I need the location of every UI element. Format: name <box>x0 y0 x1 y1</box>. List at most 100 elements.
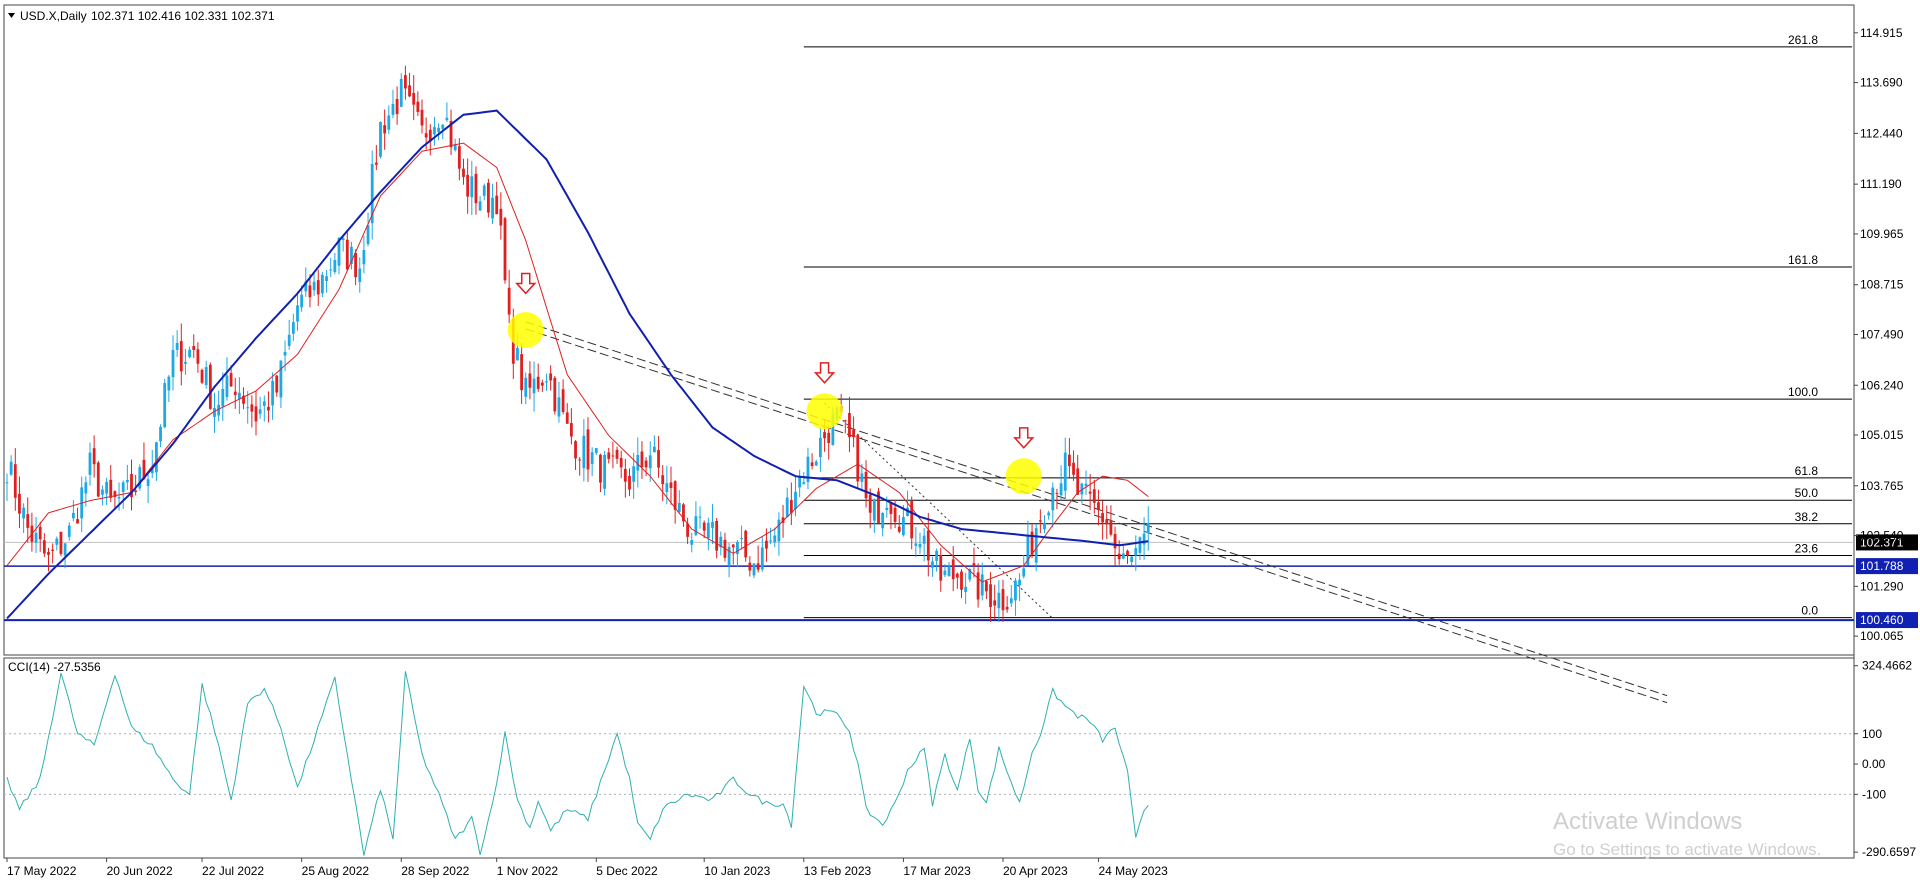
candle-body <box>138 467 142 489</box>
candle-body <box>22 507 25 519</box>
collapse-triangle-icon[interactable] <box>8 13 15 18</box>
candle-body <box>1130 556 1134 563</box>
candle-body <box>51 549 55 551</box>
candle-body <box>146 479 150 487</box>
candle-body <box>96 462 100 497</box>
candle-body <box>561 389 565 413</box>
candle-body <box>997 592 1001 609</box>
candle-body <box>603 454 606 489</box>
time-tick-label: 5 Dec 2022 <box>596 864 658 878</box>
candle-body <box>964 586 968 593</box>
candle-body <box>719 536 723 548</box>
candle-body <box>487 182 490 213</box>
candle-body <box>92 448 96 465</box>
candle-body <box>362 250 366 265</box>
candle-body <box>18 493 21 514</box>
candle-body <box>47 552 50 555</box>
candle-body <box>474 173 478 204</box>
candle-body <box>1084 483 1088 486</box>
candle-body <box>101 489 104 495</box>
candle-body <box>1138 537 1142 553</box>
candle-body <box>918 544 922 548</box>
candle-body <box>155 442 158 473</box>
candle-body <box>63 543 67 556</box>
candle-body <box>939 555 943 581</box>
candle-body <box>1072 462 1075 475</box>
candle-body <box>399 78 403 107</box>
time-tick-label: 1 Nov 2022 <box>497 864 559 878</box>
candle-body <box>599 454 602 483</box>
down-arrow-icon <box>515 272 537 295</box>
moving-averages <box>6 109 1149 620</box>
candle-body <box>416 101 420 112</box>
candle-body <box>192 346 196 350</box>
candle-body <box>125 480 129 483</box>
candle-body <box>433 127 436 135</box>
candle-body <box>428 129 432 142</box>
candle-body <box>657 449 660 468</box>
candle-body <box>134 490 138 493</box>
price-tick-label: 108.715 <box>1860 278 1904 292</box>
candle-body <box>329 269 333 271</box>
candle-body <box>615 449 619 459</box>
candle-body <box>196 349 200 364</box>
candle-body <box>242 395 245 404</box>
candle-body <box>312 281 316 291</box>
candle-body <box>893 507 897 522</box>
candle-body <box>516 347 519 361</box>
candle-body <box>449 120 453 148</box>
candle-body <box>499 208 503 226</box>
current-price-label: 102.371 <box>1860 535 1904 549</box>
cci-group: 324.4662 100 0.00 -100 -290.6597 <box>4 659 1916 859</box>
candle-body <box>520 354 523 391</box>
candle-body <box>1038 520 1042 522</box>
candle-body <box>686 523 689 537</box>
candle-body <box>715 520 719 551</box>
price-tick-label: 103.765 <box>1860 479 1904 493</box>
candle-body <box>1105 519 1109 525</box>
candle-body <box>184 361 187 364</box>
candle-body <box>661 475 665 485</box>
candle-body <box>1014 580 1017 601</box>
candle-body <box>354 252 357 278</box>
price-tick-label: 114.915 <box>1860 26 1903 40</box>
candle-body <box>204 367 208 386</box>
candle-body <box>744 530 748 558</box>
candle-body <box>5 482 9 484</box>
candle-body <box>333 260 337 273</box>
candle-body <box>877 491 880 524</box>
candle-body <box>412 92 416 105</box>
candle-body <box>1121 553 1125 559</box>
candle-body <box>366 225 370 245</box>
candle-body <box>113 491 117 497</box>
candle-body <box>578 459 582 461</box>
candle-body <box>408 85 411 97</box>
price-tick-label: 112.440 <box>1860 126 1903 140</box>
time-tick-label: 10 Jan 2023 <box>704 864 770 878</box>
price-tick-label: 100.065 <box>1860 629 1904 643</box>
candle-body <box>258 409 262 414</box>
fib-level-label: 38.2 <box>1795 510 1819 524</box>
candle-body <box>885 507 889 511</box>
candle-body <box>1068 454 1071 467</box>
time-tick-label: 24 May 2023 <box>1098 864 1168 878</box>
candle-body <box>582 435 586 469</box>
candle-body <box>267 406 270 411</box>
fib-level-label: 0.0 <box>1801 604 1818 618</box>
candle-body <box>470 176 474 198</box>
candle-body <box>383 125 387 134</box>
candle-body <box>682 504 685 522</box>
candle-body <box>391 103 395 115</box>
candle-body <box>167 376 171 391</box>
candle-body <box>1030 531 1034 555</box>
cci-tick-label: 100 <box>1862 727 1882 741</box>
markers-group <box>507 272 1042 495</box>
candle-body <box>910 501 914 539</box>
candle-body <box>951 559 955 580</box>
candle-body <box>557 397 561 417</box>
cci-title: CCI(14) -27.5356 <box>8 660 101 674</box>
price-axis: 114.915 113.690 112.440 111.190 109.965 108.7… <box>1854 26 1904 643</box>
candle-body <box>229 373 233 387</box>
candle-body <box>1022 568 1026 577</box>
candle-body <box>262 401 266 406</box>
